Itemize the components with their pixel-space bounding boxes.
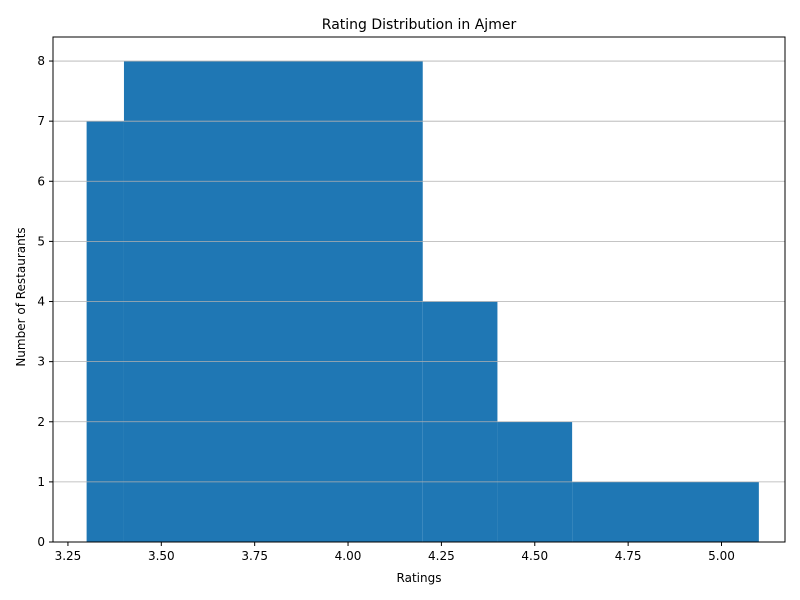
x-axis-title: Ratings bbox=[397, 571, 442, 585]
x-tick-label-1: 3.50 bbox=[148, 549, 175, 563]
y-tick-label-5: 5 bbox=[37, 234, 45, 248]
y-tick-label-7: 7 bbox=[37, 114, 45, 128]
x-tick-label-3: 4.00 bbox=[335, 549, 362, 563]
histogram-bar-4 bbox=[572, 481, 759, 542]
plot-frame bbox=[52, 36, 786, 543]
y-tick-label-2: 2 bbox=[37, 415, 45, 429]
y-axis-title: Number of Restaurants bbox=[14, 227, 28, 366]
x-tick-label-2: 3.75 bbox=[241, 549, 268, 563]
y-tick-label-1: 1 bbox=[37, 475, 45, 489]
x-ticks: 3.25 3.50 3.75 4.00 4.25 4.50 4.75 5.00 bbox=[55, 542, 735, 563]
x-tick-label-6: 4.75 bbox=[615, 549, 642, 563]
x-tick-label-5: 4.50 bbox=[521, 549, 548, 563]
x-tick-label-7: 5.00 bbox=[708, 549, 735, 563]
x-tick-label-0: 3.25 bbox=[55, 549, 82, 563]
histogram-bar-0 bbox=[86, 121, 124, 543]
y-ticks: 0 1 2 3 4 5 6 7 8 bbox=[37, 54, 53, 549]
y-tick-label-4: 4 bbox=[37, 295, 45, 309]
y-tick-label-6: 6 bbox=[37, 174, 45, 188]
y-tick-label-3: 3 bbox=[37, 355, 45, 369]
chart-title: Rating Distribution in Ajmer bbox=[322, 17, 517, 33]
grid-layer bbox=[53, 60, 785, 483]
x-tick-label-4: 4.25 bbox=[428, 549, 455, 563]
y-tick-label-0: 0 bbox=[37, 535, 45, 549]
y-tick-label-8: 8 bbox=[37, 54, 45, 68]
